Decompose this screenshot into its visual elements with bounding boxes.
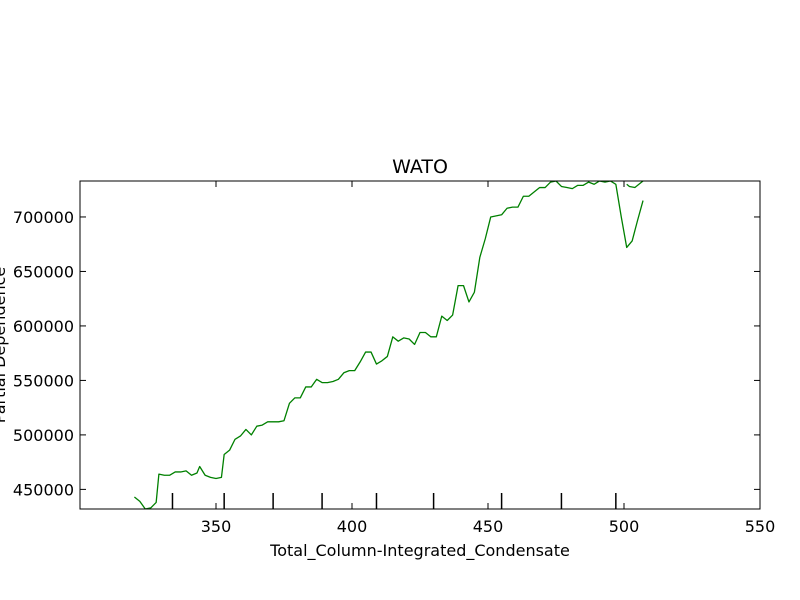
x-tick-label: 350 [201, 517, 232, 536]
rug-ticks [171, 493, 617, 509]
x-axis-title: Total_Column-Integrated_Condensate [269, 541, 570, 561]
y-axis-title: Partial Dependence [0, 267, 9, 423]
x-tick-label: 450 [473, 517, 504, 536]
y-tick-label: 500000 [13, 426, 74, 445]
chart-title: WATO [392, 156, 448, 178]
plot-frame [79, 180, 761, 510]
y-tick-label: 550000 [13, 371, 74, 390]
x-tick-label: 550 [745, 517, 776, 536]
plot-area [133, 181, 644, 509]
y-tick-label: 450000 [13, 480, 74, 499]
series-line-0 [133, 181, 644, 509]
y-tick-label: 600000 [13, 317, 74, 336]
x-tick-label: 500 [609, 517, 640, 536]
x-axis-ticks: 350 400 450 500 550 [201, 181, 776, 536]
y-tick-label: 650000 [13, 262, 74, 281]
y-axis-ticks: 450000 500000 550000 600000 650000 700000 [13, 208, 760, 499]
y-tick-label: 700000 [13, 208, 74, 227]
series-line-1 [626, 181, 644, 189]
x-tick-label: 400 [337, 517, 368, 536]
